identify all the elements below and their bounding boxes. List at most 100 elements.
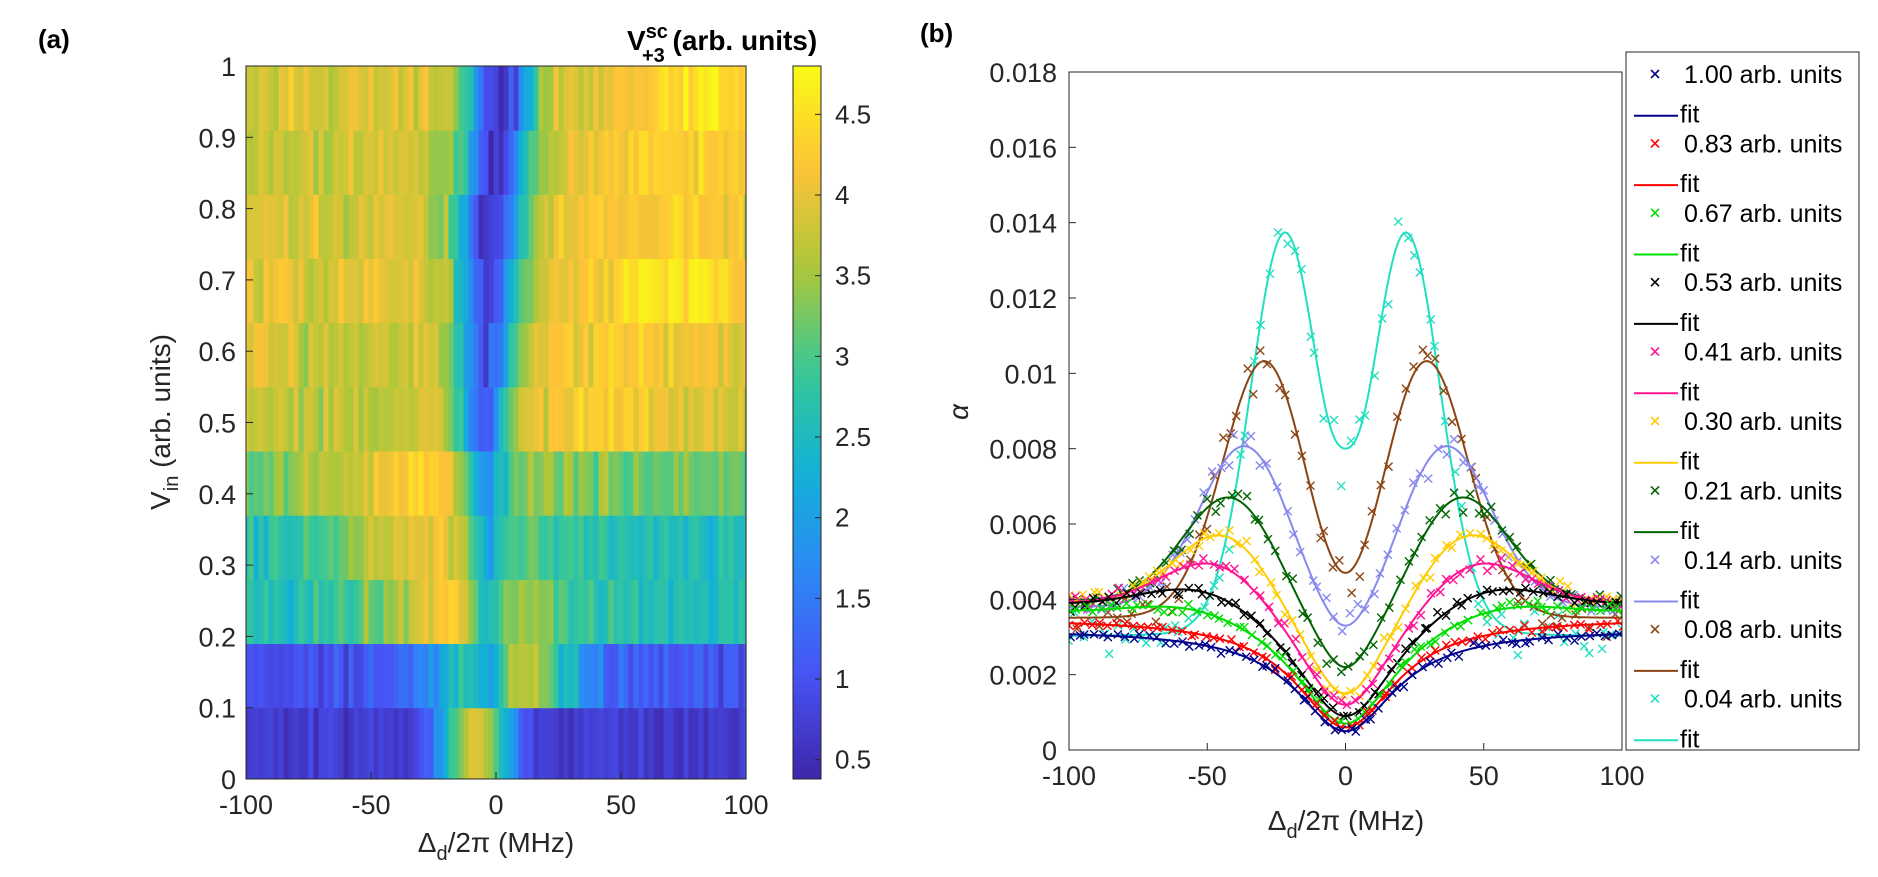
heatmap-cell xyxy=(743,451,747,516)
heatmap-cell xyxy=(578,515,585,580)
heatmap-cell xyxy=(518,130,525,195)
data-point xyxy=(1524,599,1534,609)
heatmap-cell xyxy=(338,451,345,516)
data-point xyxy=(1426,640,1436,650)
data-point xyxy=(1200,639,1210,649)
scatter-plot xyxy=(1069,217,1622,737)
heatmap-cell xyxy=(333,258,340,324)
data-point xyxy=(1305,662,1315,672)
heatmap-cell xyxy=(688,194,695,260)
heatmap-cell xyxy=(273,258,280,324)
heatmap-cell xyxy=(488,451,495,516)
heatmap-cell xyxy=(368,258,375,324)
heatmap-cell xyxy=(568,130,575,195)
heatmap-cell xyxy=(653,707,660,780)
data-point xyxy=(1571,606,1581,616)
heatmap-cell xyxy=(248,579,255,645)
heatmap-plot xyxy=(246,66,747,780)
data-point xyxy=(1153,605,1163,615)
heatmap-cell xyxy=(428,707,435,780)
legend-box xyxy=(1625,51,1860,751)
heatmap-cell xyxy=(488,579,495,645)
heatmap-cell xyxy=(483,258,490,324)
data-point xyxy=(1306,481,1316,491)
heatmap-cell xyxy=(708,386,715,452)
heatmap-cell xyxy=(498,322,505,388)
heatmap-cell xyxy=(583,194,590,260)
heatmap-x-tick-label: -50 xyxy=(351,790,390,820)
data-point xyxy=(1113,629,1123,639)
data-point xyxy=(1486,502,1496,512)
heatmap-cell xyxy=(453,194,460,260)
heatmap-cell xyxy=(448,386,455,452)
data-point xyxy=(1250,554,1260,564)
data-point xyxy=(1617,610,1622,620)
heatmap-cell xyxy=(533,130,540,195)
heatmap-cell xyxy=(668,707,675,780)
heatmap-cell xyxy=(473,643,480,709)
heatmap-cell xyxy=(638,579,645,645)
data-point xyxy=(1262,661,1272,671)
heatmap-cell xyxy=(358,515,365,580)
heatmap-cell xyxy=(323,515,330,580)
data-point xyxy=(1295,547,1305,557)
data-point xyxy=(1496,553,1506,563)
heatmap-cell xyxy=(403,515,410,580)
scatter-y-tick-label: 0.016 xyxy=(989,133,1057,163)
data-point xyxy=(1496,546,1506,556)
data-point xyxy=(1217,463,1227,473)
heatmap-cell xyxy=(508,451,515,516)
heatmap-cell xyxy=(288,643,295,709)
heatmap-cell xyxy=(333,643,340,709)
heatmap-cell xyxy=(263,515,270,580)
heatmap-cell xyxy=(733,451,740,516)
data-point xyxy=(1376,613,1386,623)
heatmap-cell xyxy=(453,258,460,324)
heatmap-cell xyxy=(308,643,315,709)
heatmap-cell xyxy=(428,322,435,388)
heatmap-cell xyxy=(363,451,370,516)
heatmap-cell xyxy=(523,515,530,580)
heatmap-cell xyxy=(493,451,500,516)
data-point xyxy=(1596,606,1606,616)
heatmap-cell xyxy=(278,194,285,260)
heatmap-cell xyxy=(313,322,320,388)
scatter-x-tick-label: -50 xyxy=(1188,761,1227,791)
heatmap-cell xyxy=(608,515,615,580)
heatmap-cell xyxy=(498,515,505,580)
data-point xyxy=(1291,634,1301,644)
heatmap-cell xyxy=(633,579,640,645)
heatmap-cell xyxy=(573,194,580,260)
heatmap-cell xyxy=(358,643,365,709)
heatmap-cell xyxy=(568,322,575,388)
data-point xyxy=(1359,647,1369,657)
heatmap-cell xyxy=(528,66,535,131)
data-point xyxy=(1492,603,1502,613)
data-point xyxy=(1242,536,1252,546)
data-point xyxy=(1339,711,1349,721)
heatmap-cell xyxy=(608,643,615,709)
heatmap-cell xyxy=(438,130,445,195)
heatmap-cell xyxy=(703,66,710,131)
heatmap-cell xyxy=(353,258,360,324)
heatmap-cell xyxy=(253,515,260,580)
data-point xyxy=(1465,528,1475,538)
heatmap-cell xyxy=(333,707,340,780)
data-point xyxy=(1466,462,1476,472)
heatmap-cell xyxy=(658,322,665,388)
heatmap-cell xyxy=(403,130,410,195)
heatmap-cell xyxy=(493,579,500,645)
heatmap-cell xyxy=(573,386,580,452)
heatmap-cell xyxy=(653,322,660,388)
heatmap-cell xyxy=(303,66,310,131)
heatmap-cell xyxy=(588,322,595,388)
heatmap-cell xyxy=(278,515,285,580)
data-point xyxy=(1112,618,1122,628)
heatmap-cell xyxy=(398,643,405,709)
heatmap-cell xyxy=(373,130,380,195)
data-point xyxy=(1185,529,1195,539)
data-point xyxy=(1473,482,1483,492)
data-point xyxy=(1183,599,1193,609)
data-point xyxy=(1280,390,1290,400)
heatmap-cell xyxy=(513,386,520,452)
